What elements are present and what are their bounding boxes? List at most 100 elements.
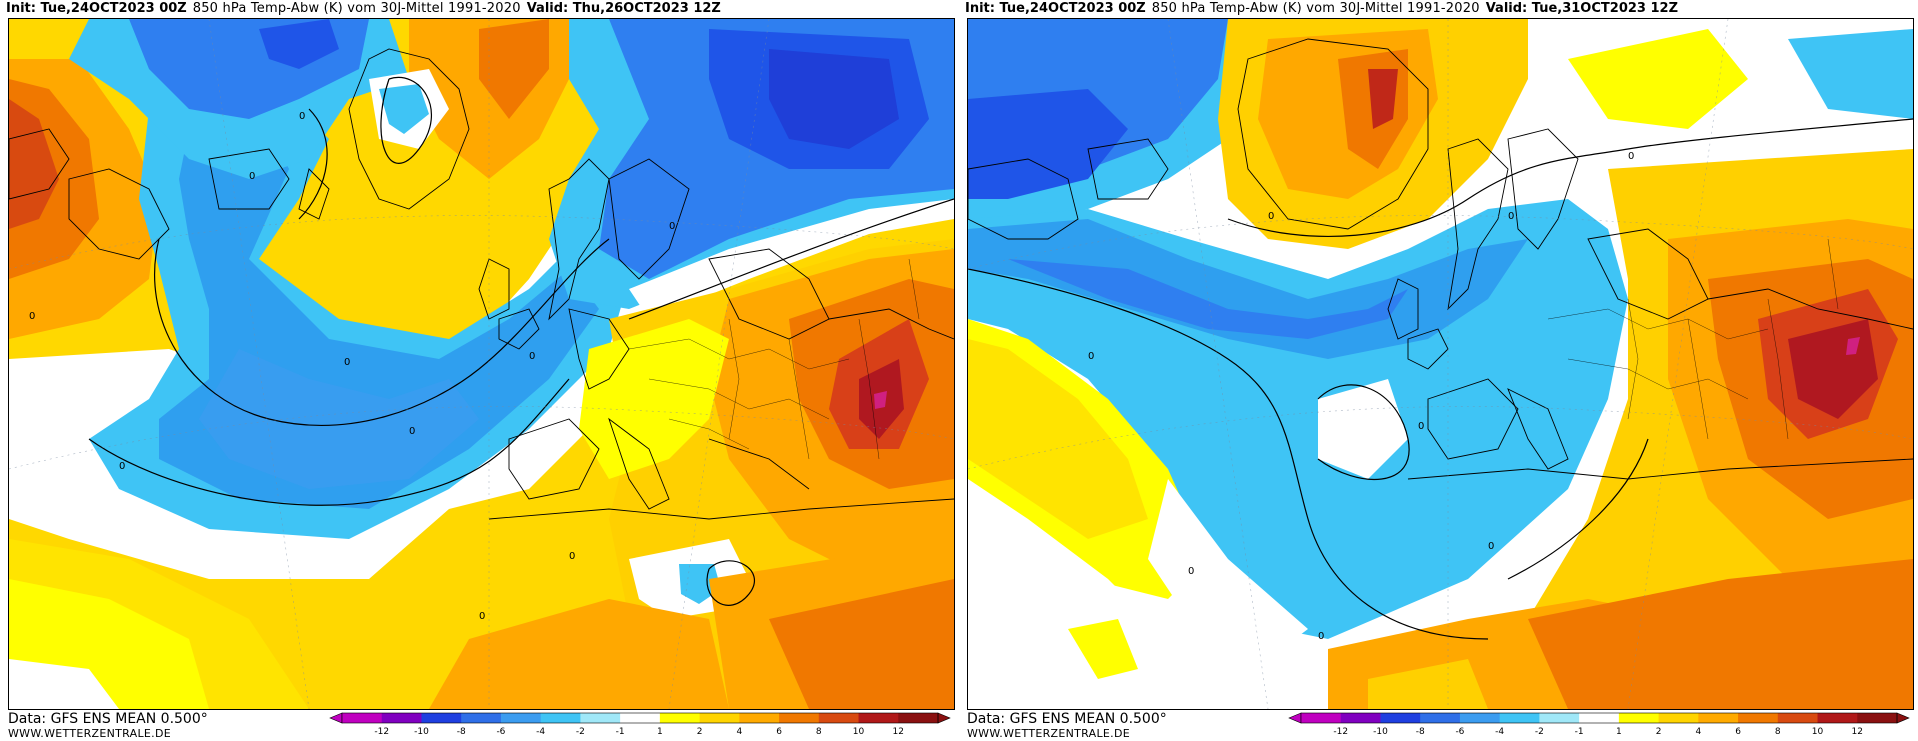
colorbar-tick-label: 1 bbox=[657, 727, 663, 737]
colorbar-swatch bbox=[1539, 713, 1580, 723]
data-source: Data: GFS ENS MEAN 0.500° bbox=[8, 711, 208, 727]
colorbar-tick-label: -1 bbox=[1575, 727, 1584, 737]
panel-header: Init: Tue,24OCT2023 00Z 850 hPa Temp-Abw … bbox=[6, 1, 721, 17]
colorbar-tick-label: 6 bbox=[776, 727, 782, 737]
colorbar-tick-label: 4 bbox=[1695, 727, 1701, 737]
colorbar-graphic: -12 -10 -8 -6 -4 -2 -1 1 2 4 6 8 10 12 bbox=[1288, 712, 1910, 737]
colorbar-tick-label: 10 bbox=[853, 727, 865, 737]
colorbar-arrow-high bbox=[937, 712, 951, 724]
colorbar-arrow-low bbox=[329, 712, 343, 724]
colorbar-frame bbox=[341, 712, 939, 724]
map-panel-right: Init: Tue,24OCT2023 00Z 850 hPa Temp-Abw … bbox=[959, 0, 1918, 741]
colorbar-swatch bbox=[739, 713, 780, 723]
colorbar-swatch bbox=[620, 713, 661, 723]
colorbar-tick-label: -8 bbox=[1416, 727, 1425, 737]
contour-label: 0 bbox=[669, 221, 675, 232]
contour-label: 0 bbox=[1418, 421, 1424, 432]
contour-label: 0 bbox=[1268, 211, 1274, 222]
colorbar-tick-label: -12 bbox=[374, 727, 389, 737]
init-label: Init: Tue,24OCT2023 00Z bbox=[6, 1, 187, 16]
valid-time: Valid: Tue,31OCT2023 12Z bbox=[1485, 1, 1678, 16]
colorbar-swatch bbox=[1380, 713, 1421, 723]
colorbar: -12 -10 -8 -6 -4 -2 -1 1 2 4 6 8 10 12 bbox=[328, 710, 952, 740]
anomaly-map-graphic: 0 0 0 0 0 0 0 0 bbox=[968, 19, 1913, 709]
colorbar-swatch bbox=[500, 713, 542, 723]
data-source: Data: GFS ENS MEAN 0.500° bbox=[967, 711, 1167, 727]
colorbar-swatch bbox=[421, 713, 462, 723]
anomaly-map-graphic: 0 0 0 0 0 0 0 0 0 0 bbox=[9, 19, 954, 709]
colorbar-swatch bbox=[1301, 713, 1342, 723]
colorbar-swatch bbox=[1817, 713, 1858, 723]
colorbar-swatch bbox=[699, 713, 740, 723]
colorbar-swatch bbox=[540, 713, 581, 723]
colorbar-swatch bbox=[898, 713, 939, 723]
anomaly-map: 0 0 0 0 0 0 0 0 bbox=[967, 18, 1914, 710]
colorbar-swatch bbox=[858, 713, 899, 723]
colorbar-tick-label: 1 bbox=[1616, 727, 1622, 737]
colorbar-swatch bbox=[1340, 713, 1381, 723]
colorbar-arrow-high bbox=[1896, 712, 1910, 724]
colorbar-tick-label: -6 bbox=[496, 727, 505, 737]
colorbar-tick-label: -12 bbox=[1333, 727, 1348, 737]
colorbar-swatch bbox=[659, 713, 701, 723]
contour-label: 0 bbox=[249, 171, 255, 182]
valid-time: Valid: Thu,26OCT2023 12Z bbox=[526, 1, 721, 16]
anomaly-map: 0 0 0 0 0 0 0 0 0 0 bbox=[8, 18, 955, 710]
colorbar-tick-label: -8 bbox=[457, 727, 466, 737]
colorbar-swatch bbox=[1420, 713, 1461, 723]
contour-label: 0 bbox=[1488, 541, 1494, 552]
colorbar-swatch bbox=[779, 713, 820, 723]
colorbar-swatch bbox=[1459, 713, 1501, 723]
colorbar-tick-label: 2 bbox=[1656, 727, 1662, 737]
map-title: 850 hPa Temp-Abw (K) vom 30J-Mittel 1991… bbox=[1151, 1, 1480, 16]
colorbar-tick-label: -10 bbox=[1373, 727, 1388, 737]
contour-label: 0 bbox=[1508, 211, 1514, 222]
contour-label: 0 bbox=[1088, 351, 1094, 362]
colorbar-tick-label: -2 bbox=[576, 727, 585, 737]
contour-label: 0 bbox=[1318, 631, 1324, 642]
colorbar-swatch bbox=[461, 713, 502, 723]
colorbar-swatch bbox=[580, 713, 621, 723]
colorbar-swatch bbox=[1738, 713, 1779, 723]
colorbar-tick-label: 12 bbox=[1852, 727, 1863, 737]
colorbar-arrow-low bbox=[1288, 712, 1302, 724]
colorbar-tick-label: 8 bbox=[1775, 727, 1781, 737]
colorbar-tick-label: 4 bbox=[736, 727, 742, 737]
colorbar-tick-label: -6 bbox=[1455, 727, 1464, 737]
colorbar-swatch bbox=[342, 713, 383, 723]
colorbar-swatch bbox=[1777, 713, 1819, 723]
website-credit: WWW.WETTERZENTRALE.DE bbox=[967, 727, 1130, 740]
colorbar-swatch bbox=[1579, 713, 1620, 723]
colorbar-swatch bbox=[381, 713, 422, 723]
colorbar-swatch bbox=[1618, 713, 1660, 723]
colorbar-tick-label: 12 bbox=[893, 727, 904, 737]
contour-label: 0 bbox=[344, 357, 350, 368]
contour-label: 0 bbox=[409, 426, 415, 437]
init-label: Init: Tue,24OCT2023 00Z bbox=[965, 1, 1146, 16]
colorbar: -12 -10 -8 -6 -4 -2 -1 1 2 4 6 8 10 12 bbox=[1287, 710, 1911, 740]
contour-label: 0 bbox=[119, 461, 125, 472]
map-title: 850 hPa Temp-Abw (K) vom 30J-Mittel 1991… bbox=[192, 1, 521, 16]
contour-label: 0 bbox=[1188, 566, 1194, 577]
contour-label: 0 bbox=[479, 611, 485, 622]
colorbar-tick-label: -1 bbox=[616, 727, 625, 737]
website-credit: WWW.WETTERZENTRALE.DE bbox=[8, 727, 171, 740]
colorbar-tick-label: 10 bbox=[1812, 727, 1824, 737]
contour-label: 0 bbox=[529, 351, 535, 362]
contour-label: 0 bbox=[29, 311, 35, 322]
contour-label: 0 bbox=[569, 551, 575, 562]
colorbar-tick-label: 6 bbox=[1735, 727, 1741, 737]
colorbar-tick-label: -2 bbox=[1535, 727, 1544, 737]
colorbar-swatch bbox=[1857, 713, 1898, 723]
colorbar-tick-label: -10 bbox=[414, 727, 429, 737]
panel-header: Init: Tue,24OCT2023 00Z 850 hPa Temp-Abw … bbox=[965, 1, 1678, 17]
colorbar-tick-label: 8 bbox=[816, 727, 822, 737]
colorbar-swatch bbox=[818, 713, 860, 723]
colorbar-tick-label: -4 bbox=[536, 727, 545, 737]
contour-label: 0 bbox=[1628, 151, 1634, 162]
colorbar-swatch bbox=[1658, 713, 1699, 723]
map-panel-left: Init: Tue,24OCT2023 00Z 850 hPa Temp-Abw … bbox=[6, 1, 955, 740]
colorbar-graphic: -12 -10 -8 -6 -4 -2 -1 1 2 4 6 8 10 12 bbox=[329, 712, 951, 737]
contour-label: 0 bbox=[299, 111, 305, 122]
colorbar-frame bbox=[1300, 712, 1898, 724]
